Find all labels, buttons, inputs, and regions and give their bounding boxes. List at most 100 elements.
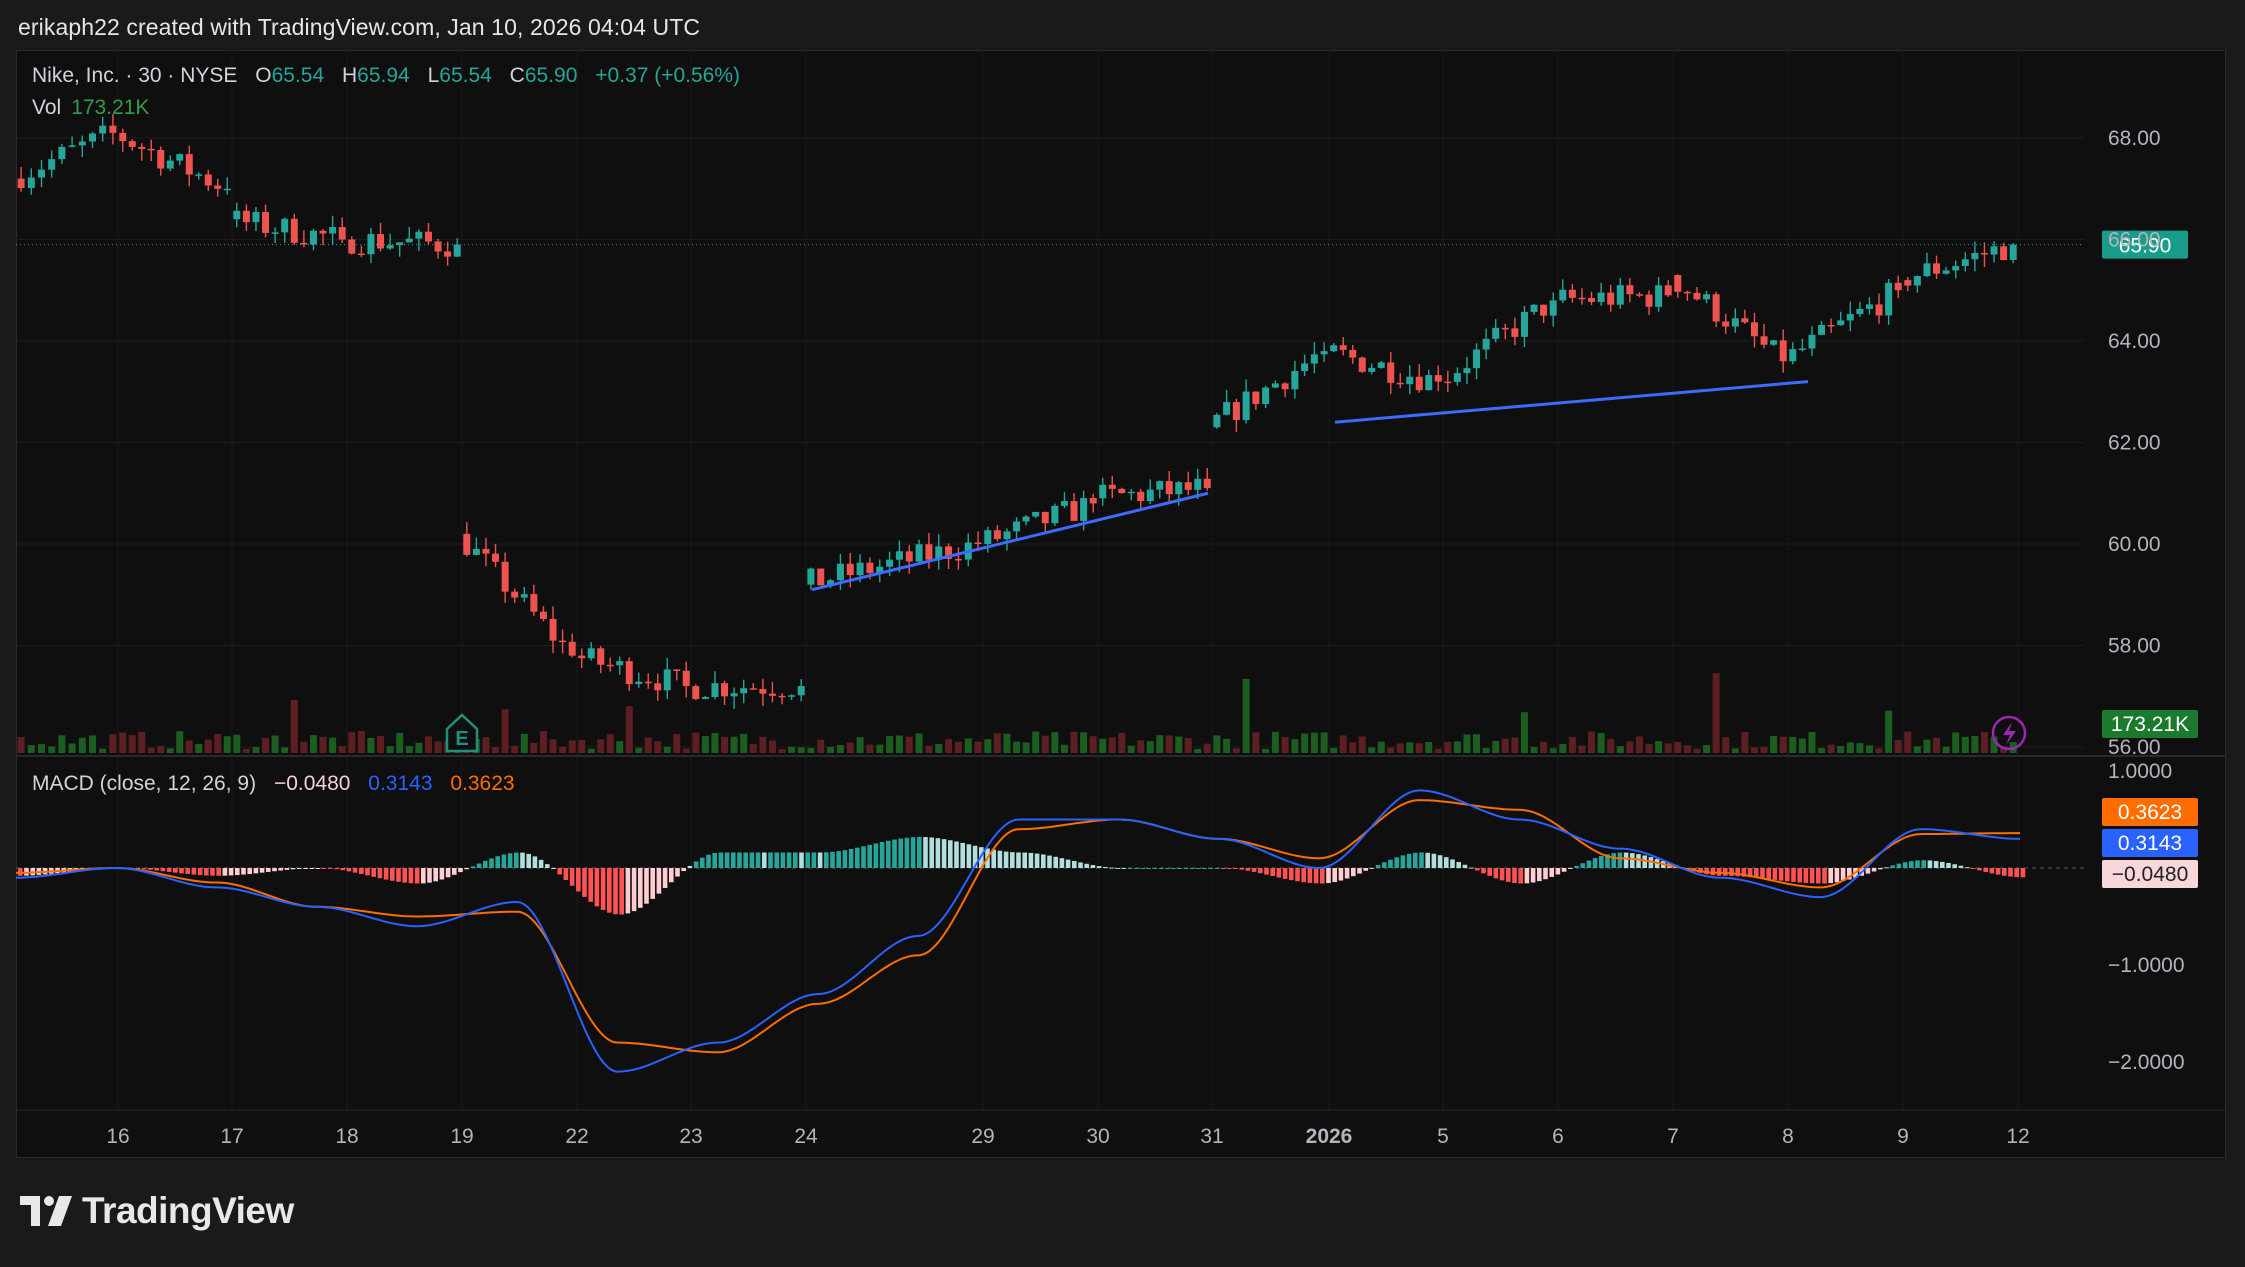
volume-bar	[768, 740, 776, 753]
candle-body	[559, 640, 567, 643]
macd-histogram-bar	[1171, 868, 1176, 869]
macd-histogram-bar	[1809, 868, 1815, 884]
macd-histogram-bar	[867, 844, 872, 868]
candle-body	[1980, 252, 1988, 255]
volume-bar	[1798, 738, 1806, 753]
volume-bar	[644, 737, 652, 753]
volume-bar	[1232, 748, 1240, 753]
macd-histogram-bar	[1983, 868, 1988, 872]
macd-histogram-bar	[142, 868, 147, 870]
macd-histogram-bar	[588, 868, 593, 902]
candle-body	[1434, 375, 1442, 382]
candle-body	[1578, 297, 1586, 300]
candle-body	[252, 212, 260, 223]
volume-bar	[1770, 735, 1778, 753]
chart-frame[interactable]	[16, 50, 2226, 1158]
macd-histogram-bar	[328, 868, 333, 869]
volume-bar	[1837, 746, 1845, 753]
candle-body	[1961, 259, 1969, 266]
volume-label[interactable]: Vol	[32, 96, 62, 119]
volume-bar	[1492, 741, 1500, 753]
candle-body	[300, 242, 308, 245]
volume-bar	[338, 746, 346, 753]
macd-histogram-bar	[427, 868, 432, 883]
candle-body	[271, 232, 279, 234]
macd-histogram-bar	[507, 853, 513, 868]
macd-histogram-bar	[1543, 868, 1548, 880]
volume-bar	[1760, 747, 1768, 753]
volume-bars	[17, 673, 2017, 753]
axes: 65.90 173.21K 68.00 66.00 64.00 62.00 60.00 58.…	[16, 127, 2198, 1148]
earnings-marker	[445, 713, 479, 753]
candle-body	[1156, 481, 1164, 490]
volume-bar	[1559, 744, 1567, 753]
macd-histogram-bar	[1506, 868, 1511, 882]
volume-bar	[701, 736, 709, 753]
macd-histogram-bar	[1760, 868, 1765, 879]
macd-histogram-bar	[1146, 868, 1151, 869]
volume-bar	[1425, 741, 1433, 753]
candle-body	[1990, 246, 1998, 255]
macd-histogram-bar	[693, 861, 699, 868]
macd-histogram-bar	[1642, 855, 1647, 868]
chart-canvas[interactable]: 65.90 173.21K 68.00 66.00 64.00 62.00 60.00 58.…	[16, 50, 2226, 1158]
macd-histogram-bar	[1301, 868, 1306, 883]
macd-histogram-bar	[1264, 868, 1269, 875]
tradingview-logo[interactable]: TradingView	[20, 1190, 294, 1232]
macd-histogram-bar	[266, 868, 271, 872]
candle-body	[453, 244, 461, 257]
macd-histogram-bar	[346, 868, 352, 872]
volume-bar	[1099, 738, 1107, 753]
price-tick-label: 66.00	[2108, 229, 2161, 252]
volume-bar	[319, 736, 327, 753]
macd-histogram-bar	[1165, 868, 1170, 869]
volume-bar	[1387, 747, 1395, 753]
macd-histogram-bar	[662, 868, 668, 888]
volume-bar	[405, 746, 413, 753]
candle-body	[1051, 505, 1059, 524]
candle-body	[434, 241, 442, 252]
macd-histogram-bar	[1084, 863, 1089, 868]
volume-bar	[1952, 732, 1960, 753]
volume-bar	[1165, 735, 1173, 753]
macd-histogram-bar	[421, 868, 426, 884]
candle-body	[827, 580, 835, 586]
candle-body	[48, 159, 56, 170]
candle-body	[1013, 521, 1021, 532]
macd-histogram-bar	[1871, 868, 1877, 872]
volume-bar	[1156, 735, 1164, 753]
candle-body	[233, 210, 241, 220]
candle-body	[846, 563, 854, 576]
volume-bar	[530, 742, 538, 753]
macd-title[interactable]: MACD (close, 12, 26, 9)	[32, 772, 257, 795]
macd-histogram-bar	[452, 868, 457, 875]
volume-bar	[559, 746, 567, 753]
candle-body	[1798, 348, 1806, 350]
volume-bar	[1013, 741, 1021, 753]
volume-bar	[954, 741, 962, 753]
volume-bar	[1597, 733, 1605, 753]
symbol-title[interactable]: Nike, Inc. · 30 · NYSE	[32, 64, 238, 87]
candle-body	[1320, 351, 1328, 355]
macd-tick-label: −2.0000	[2108, 1051, 2185, 1074]
macd-histogram-bar	[1245, 868, 1251, 871]
candle-body	[817, 568, 825, 586]
macd-histogram-bar	[1406, 853, 1412, 868]
macd-histogram-bar	[483, 860, 488, 868]
candle-body	[925, 544, 933, 560]
candle-body	[38, 169, 45, 178]
macd-histogram-bar	[793, 852, 798, 868]
macd-histogram-bar	[638, 868, 643, 908]
candle-body	[1789, 349, 1797, 362]
macd-histogram-bar	[179, 868, 184, 874]
volume-bar	[1003, 733, 1011, 753]
candle-body	[58, 146, 66, 160]
volume-bar	[1540, 741, 1548, 753]
macd-histogram-bar	[1338, 868, 1344, 881]
volume-bar	[386, 746, 394, 753]
candle-body	[1875, 304, 1883, 316]
candle-body	[482, 548, 490, 554]
candle-body	[1368, 367, 1376, 372]
volume-bar	[1664, 743, 1672, 753]
macd-histogram-bar	[1270, 868, 1275, 877]
